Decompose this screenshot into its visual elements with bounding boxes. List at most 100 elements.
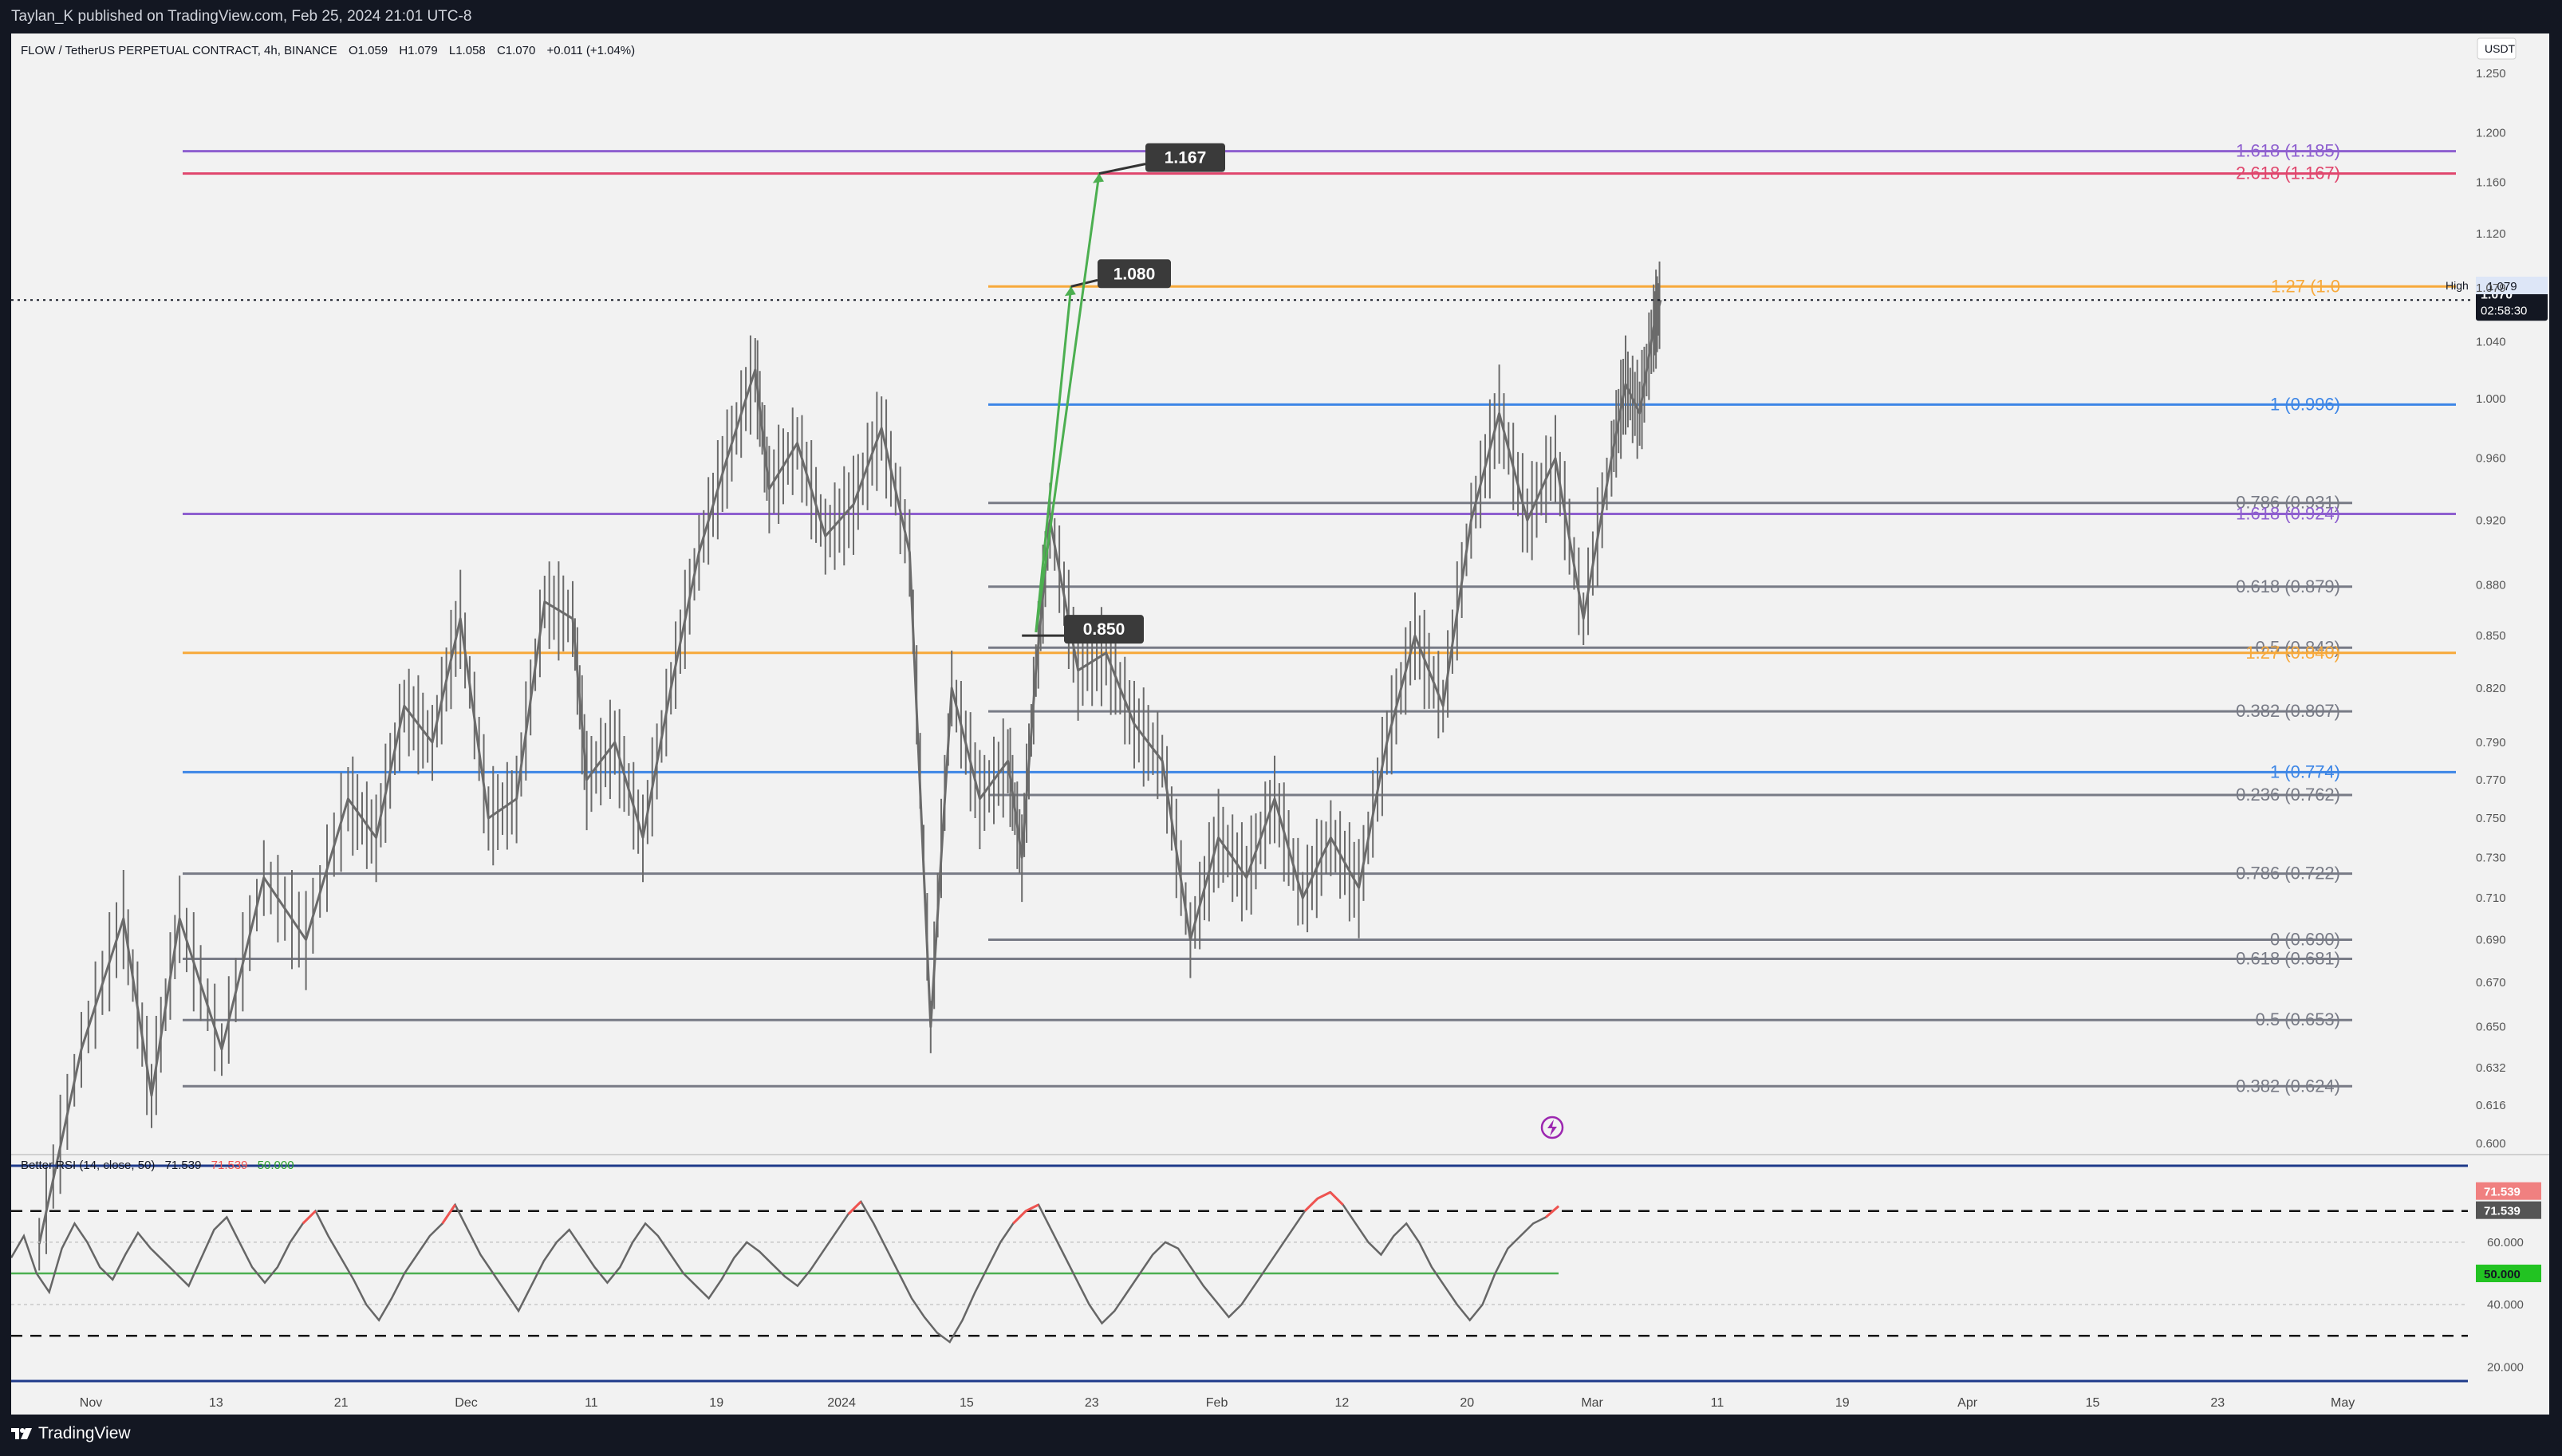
rsi-overbought-segment: [1012, 1210, 1027, 1225]
time-tick-label: 23: [1085, 1396, 1099, 1410]
time-tick-label: 13: [209, 1396, 223, 1410]
high-label: High: [2446, 279, 2469, 292]
target-box[interactable]: [1064, 615, 1144, 644]
price-tick-label: 1.040: [2476, 335, 2506, 348]
rsi-mid-label: 50.000: [2484, 1268, 2521, 1281]
price-tick-label: 0.920: [2476, 514, 2506, 527]
rsi-value-label: 71.539: [2484, 1186, 2521, 1199]
time-tick-label: Mar: [1581, 1396, 1603, 1410]
publish-header: Taylan_K published on TradingView.com, F…: [0, 0, 2562, 33]
time-tick-label: Apr: [1957, 1396, 1978, 1410]
time-tick-label: 12: [1335, 1396, 1350, 1410]
time-tick-label: Feb: [1206, 1396, 1228, 1410]
price-series: [37, 261, 1662, 1271]
price-tick-label: 0.880: [2476, 579, 2506, 592]
time-tick-label: 20: [1460, 1396, 1474, 1410]
price-tick-label: 0.632: [2476, 1061, 2506, 1075]
level-label: 0.618 (0.879): [2236, 576, 2340, 596]
arrow-head: [1064, 286, 1076, 297]
level-label: 1 (0.774): [2270, 761, 2340, 781]
target-leader: [1098, 163, 1146, 175]
rsi-mid-box: [2476, 1265, 2541, 1282]
level-label: 0.382 (0.624): [2236, 1076, 2340, 1096]
level-label: 1.618 (0.924): [2236, 504, 2340, 524]
legend-text: FLOW / TetherUS PERPETUAL CONTRACT, 4h, …: [21, 44, 635, 1172]
currency-label: USDT: [2485, 42, 2516, 55]
target-label: 1.080: [1113, 265, 1156, 283]
rsi-overbought-segment: [847, 1200, 862, 1215]
time-tick-label: 15: [960, 1396, 974, 1410]
level-label: 0.786 (0.722): [2236, 864, 2340, 883]
level-label: 0.236 (0.762): [2236, 785, 2340, 805]
price-tick-label: 0.820: [2476, 682, 2506, 695]
rsi-overbought-segment: [1545, 1205, 1559, 1218]
time-tick-label: 11: [1711, 1396, 1724, 1410]
lightning-icon: [1547, 1120, 1557, 1136]
level-label: 0.382 (0.807): [2236, 701, 2340, 721]
price-tick-label: 1.120: [2476, 227, 2506, 241]
countdown-label: 02:58:30: [2481, 304, 2527, 317]
rsi-tick-label: 40.000: [2487, 1298, 2524, 1312]
alert-icon[interactable]: [1540, 1116, 1564, 1139]
price-tick-label: 1.200: [2476, 127, 2506, 140]
level-label: 0 (0.690): [2270, 929, 2340, 949]
price-tick-label: 0.790: [2476, 736, 2506, 750]
high-box: [2476, 276, 2548, 294]
rsi-overbought-segment: [441, 1204, 456, 1225]
price-tick-label: 1.000: [2476, 392, 2506, 406]
price-tick-label: 0.670: [2476, 976, 2506, 990]
level-label: 0.786 (0.931): [2236, 493, 2340, 513]
fib-levels[interactable]: 1.618 (1.185)2.618 (1.167) 1.27 (1.0 1 (0.…: [183, 141, 2456, 1096]
price-tick-label: 0.690: [2476, 933, 2506, 946]
target-label: 0.850: [1083, 620, 1125, 639]
price-tick-label: 1.250: [2476, 67, 2506, 81]
rsi-value-box: [2476, 1201, 2541, 1219]
tradingview-logo[interactable]: TradingView: [11, 1424, 131, 1443]
rsi-value-label: 71.539: [2484, 1205, 2521, 1218]
target-box[interactable]: [1145, 143, 1225, 172]
target-box[interactable]: [1098, 259, 1171, 289]
time-tick-label: 21: [334, 1396, 349, 1410]
time-tick-label: 23: [2210, 1396, 2225, 1410]
rsi-line: [11, 1190, 1559, 1344]
high-value: 1.079: [2487, 280, 2517, 293]
rsi-pane: [11, 1164, 2468, 1383]
price-tick-label: 1.079: [2476, 281, 2506, 295]
currency-box[interactable]: [2477, 37, 2517, 60]
level-label: 0.5 (0.653): [2256, 1009, 2340, 1029]
footer-bar: TradingView: [0, 1415, 2562, 1456]
price-tick-label: 0.650: [2476, 1021, 2506, 1034]
time-tick-label: 19: [709, 1396, 723, 1410]
axes: 1.250 1.200 1.160 1.120 1.079 1.040 1.000 0.960…: [80, 37, 2541, 1410]
rsi-overbought-segment: [1303, 1197, 1318, 1212]
symbol-legend: FLOW / TetherUS PERPETUAL CONTRACT, 4h, …: [21, 44, 635, 57]
time-tick-label: Dec: [455, 1396, 477, 1410]
level-label: 1.618 (1.185): [2236, 141, 2340, 161]
chart-area[interactable]: 1.618 (1.185) 2.618 (1.167) 1.27 (1.0 1 (0.…: [11, 33, 2549, 1415]
level-label: 1.27 (0.840): [2245, 643, 2340, 663]
level-label: 2.618 (1.167): [2236, 163, 2340, 183]
rsi-overbought-segment: [1329, 1191, 1344, 1206]
time-tick-label: Nov: [80, 1396, 102, 1410]
target-label: 1.167: [1165, 149, 1207, 167]
time-tick-label: May: [2331, 1396, 2355, 1410]
level-label: 1.27 (1.0: [2271, 276, 2340, 296]
price-tick-label: 0.730: [2476, 851, 2506, 864]
price-tick-label: 0.600: [2476, 1137, 2506, 1151]
target-arrow[interactable]: [1035, 286, 1073, 633]
arrow-head: [1093, 173, 1104, 183]
rsi-overbought-segment: [1025, 1203, 1039, 1213]
tradingview-icon: [11, 1428, 32, 1439]
price-tick-label: 0.616: [2476, 1099, 2506, 1112]
time-tick-label: 15: [2086, 1396, 2100, 1410]
time-tick-label: 2024: [827, 1396, 856, 1410]
target-arrow[interactable]: [1035, 173, 1101, 633]
rsi-tick-label: 20.000: [2487, 1360, 2524, 1374]
rsi-value-box: [2476, 1182, 2541, 1200]
chart-svg[interactable]: 1.618 (1.185)2.618 (1.167) 1.27 (1.0 1 (0.…: [11, 33, 2549, 1415]
publish-info: Taylan_K published on TradingView.com, F…: [11, 8, 472, 25]
time-tick-label: 11: [585, 1396, 598, 1410]
price-tick-label: 0.710: [2476, 891, 2506, 905]
brand-label: TradingView: [38, 1424, 131, 1442]
